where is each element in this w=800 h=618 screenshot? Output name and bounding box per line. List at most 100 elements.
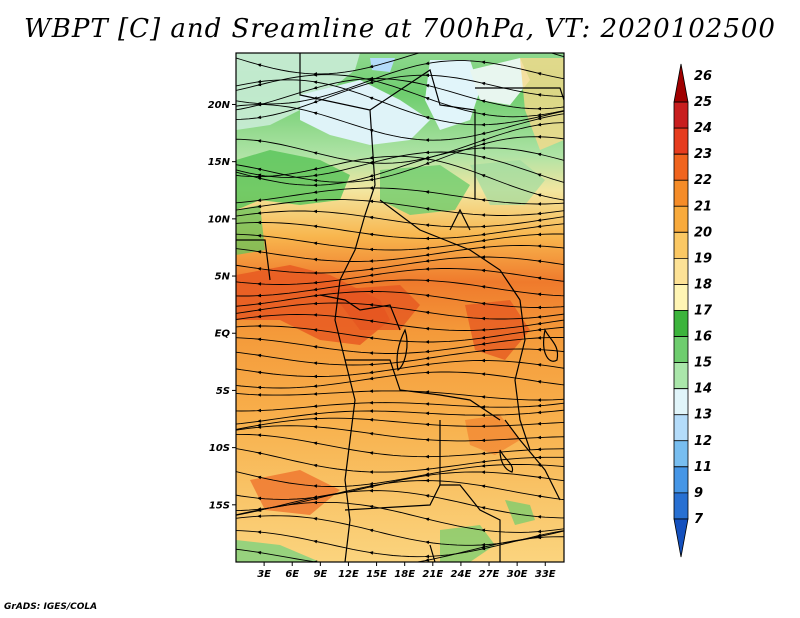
stream-arrow: [537, 347, 542, 352]
colorbar-swatch: [673, 153, 689, 181]
stream-arrow: [369, 319, 374, 324]
stream-arrow: [481, 528, 486, 533]
streamline: [236, 256, 564, 274]
colorbar-swatch: [673, 63, 689, 103]
stream-arrow: [257, 293, 262, 298]
colorbar-swatch: [673, 518, 689, 558]
stream-arrow: [257, 167, 262, 172]
stream-arrow: [313, 539, 318, 544]
lon-label: 9E: [313, 569, 327, 580]
axis-ticks: [232, 103, 546, 566]
stream-arrow: [369, 289, 374, 294]
stream-arrow: [369, 215, 374, 220]
lat-label: 15S: [209, 500, 230, 511]
stream-arrow: [313, 384, 318, 388]
stream-arrow: [425, 517, 430, 522]
stream-arrow: [537, 211, 542, 216]
stream-arrow: [313, 301, 318, 306]
streamline: [236, 222, 564, 239]
stream-arrow: [425, 326, 430, 331]
streamline: [236, 147, 564, 186]
stream-arrow: [257, 211, 262, 215]
streamline: [236, 425, 564, 442]
streamline: [236, 78, 564, 111]
stream-arrow: [425, 61, 430, 66]
stream-arrow: [257, 233, 262, 238]
stream-arrow: [481, 484, 486, 489]
stream-arrow: [313, 198, 318, 202]
stream-arrow: [537, 305, 542, 310]
stream-arrow: [369, 273, 374, 277]
stream-arrow: [481, 255, 486, 259]
stream-arrow: [425, 252, 430, 257]
stream-arrow: [369, 389, 374, 393]
country-borders: [236, 53, 564, 562]
stream-arrow: [537, 435, 542, 440]
stream-arrow: [425, 236, 430, 241]
stream-arrow: [425, 411, 430, 416]
stream-arrow: [425, 150, 430, 155]
stream-arrow: [257, 530, 262, 534]
colorbar-label: 14: [694, 382, 712, 397]
stream-arrow: [313, 411, 318, 416]
stream-arrow: [369, 409, 374, 413]
stream-arrow: [481, 198, 486, 202]
stream-arrow: [537, 193, 542, 197]
stream-arrow: [537, 321, 542, 326]
stream-arrow: [481, 213, 486, 217]
stream-arrow: [537, 202, 542, 206]
stream-arrow: [481, 81, 486, 86]
streamline: [236, 433, 564, 458]
stream-arrow: [481, 545, 486, 549]
stream-arrow: [313, 73, 318, 77]
colorbar-swatch: [673, 414, 689, 442]
streamline: [236, 360, 564, 377]
stream-arrow: [313, 167, 318, 171]
stream-arrow: [257, 102, 262, 107]
stream-arrow: [425, 293, 430, 298]
stream-arrow: [257, 451, 262, 456]
stream-arrow: [313, 271, 318, 275]
streamline: [236, 314, 564, 331]
stream-arrow: [481, 122, 486, 127]
stream-arrow: [313, 313, 318, 317]
streamline: [236, 371, 564, 389]
stream-arrow: [537, 244, 542, 248]
stream-arrow: [537, 218, 542, 222]
stream-arrow: [537, 380, 542, 384]
stream-arrow: [257, 419, 262, 423]
stream-arrow: [481, 60, 486, 65]
stream-arrow: [257, 433, 262, 438]
stream-arrow: [369, 564, 373, 568]
stream-arrow: [369, 173, 374, 178]
streamline: [236, 348, 564, 366]
stream-arrow: [425, 157, 430, 161]
stream-arrow: [425, 454, 430, 459]
colorbar-label: 18: [694, 277, 712, 292]
lon-label: 30E: [507, 569, 528, 580]
stream-arrow: [481, 348, 486, 353]
stream-arrow: [313, 80, 318, 85]
stream-arrow: [313, 328, 318, 332]
stream-arrow: [313, 111, 318, 116]
stream-arrow: [537, 398, 542, 402]
stream-arrow: [481, 99, 486, 104]
colorbar-swatch: [673, 336, 689, 364]
stream-arrow: [537, 403, 542, 408]
stream-arrow: [369, 247, 374, 252]
stream-arrow: [537, 315, 542, 319]
stream-arrow: [425, 84, 430, 88]
stream-arrow: [425, 267, 430, 271]
stream-arrow: [537, 122, 542, 127]
latitude-labels: 20N 15N 10N 5N EQ 5S 10S 15S: [208, 100, 231, 511]
stream-arrow: [537, 455, 542, 460]
stream-arrow: [481, 131, 486, 135]
streamline: [236, 210, 564, 228]
stream-arrow: [537, 447, 542, 452]
stream-arrow: [481, 424, 486, 429]
stream-arrow: [257, 282, 262, 286]
grads-credit: GrADS: IGES/COLA: [4, 602, 98, 612]
stream-arrow: [481, 413, 486, 417]
streamline: [236, 155, 564, 201]
stream-arrow: [425, 161, 430, 165]
